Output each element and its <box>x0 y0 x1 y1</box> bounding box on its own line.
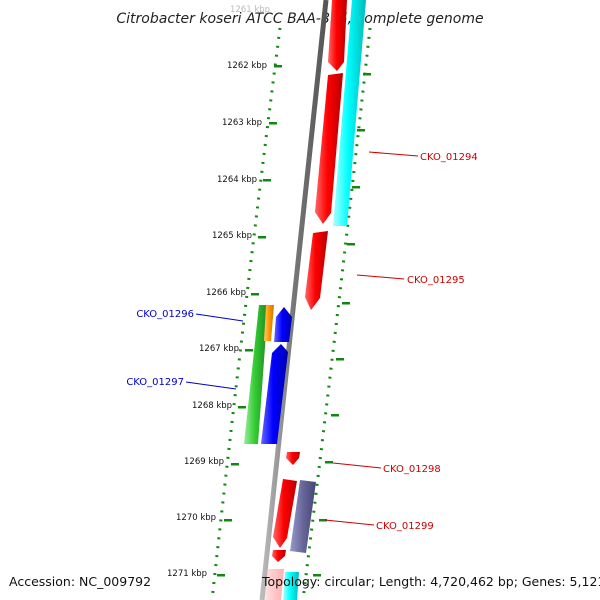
leader-line-cko-01298 <box>332 462 382 469</box>
tick-label: 1268 kbp <box>192 401 232 411</box>
gene-arrow-cko-01296 <box>274 307 292 342</box>
gene-label-cko-01297[interactable]: CKO_01297 <box>126 377 184 388</box>
topology-text: Topology: circular; Length: 4,720,462 bp… <box>262 574 600 589</box>
leader-line-cko-01295 <box>356 274 405 280</box>
tick-label-faded-top: 1261 kbp <box>230 5 270 15</box>
rna-feature-bar <box>333 0 366 226</box>
tick-label: 1264 kbp <box>217 175 257 185</box>
gene-arrow-cko-01294 <box>315 73 343 224</box>
leader-line-cko-01297 <box>185 381 237 390</box>
gene-label-cko-01299[interactable]: CKO_01299 <box>376 521 434 532</box>
gene-arrow-cko-01295 <box>305 231 328 310</box>
gene-arrow-cko-01298 <box>286 452 300 465</box>
leader-line-cko-01294 <box>368 151 419 157</box>
gene-arrow-cko-01299 <box>273 479 297 548</box>
tick-label: 1271 kbp <box>167 569 207 579</box>
gene-label-cko-01294[interactable]: CKO_01294 <box>420 152 478 163</box>
pink-feature-bar <box>265 569 284 600</box>
outer-ruler-ring <box>301 27 372 600</box>
outer-ring-ticks <box>313 73 371 577</box>
tick-label: 1270 kbp <box>176 513 216 523</box>
tick-label: 1263 kbp <box>222 118 262 128</box>
gene-label-cko-01296[interactable]: CKO_01296 <box>136 309 194 320</box>
gene-arrow-small-bottom <box>272 550 286 562</box>
tick-label: 1265 kbp <box>212 231 252 241</box>
tick-label: 1266 kbp <box>206 288 246 298</box>
map-title: Citrobacter koseri ATCC BAA-895, complet… <box>116 11 483 27</box>
green-feature-bar <box>244 305 268 444</box>
cyan-feature-bar-bottom <box>283 572 299 600</box>
accession-text: Accession: NC_009792 <box>9 574 152 589</box>
tick-label: 1267 kbp <box>199 344 239 354</box>
gene-label-cko-01298[interactable]: CKO_01298 <box>383 464 441 475</box>
orange-feature-bar <box>264 305 274 341</box>
gene-arrow-top <box>328 0 347 71</box>
gene-label-cko-01295[interactable]: CKO_01295 <box>407 275 465 286</box>
purple-feature-bar <box>290 480 316 553</box>
tick-label: 1262 kbp <box>227 61 267 71</box>
gene-arrow-cko-01297 <box>261 344 288 444</box>
genome-backbone <box>259 0 329 600</box>
leader-line-cko-01296 <box>195 313 244 322</box>
leader-line-cko-01299 <box>324 519 375 526</box>
inner-ring-ticks <box>217 65 282 577</box>
tick-label: 1269 kbp <box>184 457 224 467</box>
